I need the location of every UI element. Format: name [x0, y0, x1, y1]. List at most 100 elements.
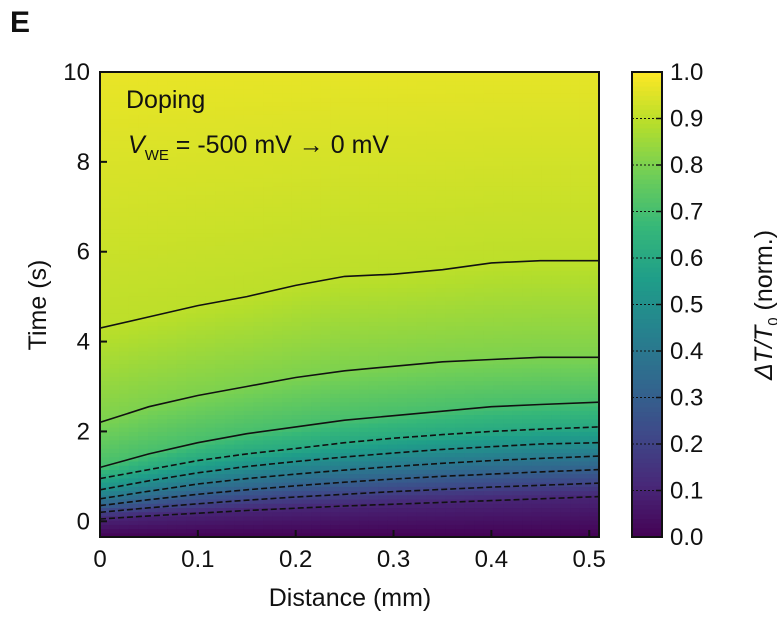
heatmap-cell	[119, 152, 130, 158]
heatmap-cell	[215, 376, 226, 382]
heatmap-cell	[359, 342, 370, 348]
heatmap-cell	[349, 80, 360, 86]
heatmap-cell	[397, 414, 408, 420]
heatmap-cell	[320, 498, 331, 504]
heatmap-cell	[397, 465, 408, 470]
heatmap-cell	[474, 486, 485, 492]
heatmap-cell	[349, 245, 360, 251]
heatmap-cell	[272, 266, 283, 272]
heatmap-cell	[320, 448, 331, 454]
heatmap-cell	[387, 219, 399, 225]
heatmap-cell	[522, 76, 533, 82]
heatmap-cell	[445, 270, 456, 276]
heatmap-cell	[138, 444, 149, 449]
heatmap-cell	[119, 355, 130, 361]
heatmap-cell	[234, 279, 245, 284]
heatmap-cell	[512, 507, 523, 513]
heatmap-cell	[215, 135, 226, 141]
heatmap-cell	[253, 228, 264, 234]
heatmap-cell	[426, 367, 437, 373]
heatmap-cell	[167, 300, 178, 306]
heatmap-cell	[368, 143, 379, 149]
heatmap-cell	[282, 110, 293, 115]
heatmap-cell	[128, 126, 139, 132]
heatmap-cell	[205, 97, 216, 103]
heatmap-cell	[349, 88, 360, 94]
heatmap-cell	[435, 367, 447, 373]
heatmap-cell	[186, 329, 197, 335]
heatmap-cell	[407, 186, 418, 191]
heatmap-cell	[483, 198, 495, 204]
heatmap-cell	[186, 88, 197, 94]
heatmap-cell	[138, 76, 149, 82]
heatmap-cell	[455, 118, 466, 124]
heatmap-cell	[455, 359, 466, 365]
heatmap-cell	[359, 190, 370, 196]
heatmap-cell	[378, 266, 389, 272]
heatmap-cell	[483, 359, 495, 365]
heatmap-cell	[253, 279, 264, 284]
heatmap-cell	[167, 418, 178, 424]
heatmap-cell	[311, 198, 322, 204]
heatmap-cell	[349, 122, 360, 128]
heatmap-cell	[301, 473, 312, 479]
heatmap-cell	[339, 169, 351, 175]
heatmap-cell	[483, 122, 495, 128]
heatmap-cell	[493, 380, 504, 386]
heatmap-cell	[320, 207, 331, 213]
heatmap-cell	[128, 351, 139, 356]
heatmap-cell	[138, 219, 149, 225]
heatmap-cell	[205, 317, 216, 323]
heatmap-cell	[253, 118, 264, 124]
heatmap-cell	[157, 439, 168, 445]
heatmap-cell	[387, 511, 399, 517]
heatmap-cell	[378, 93, 389, 98]
heatmap-cell	[147, 304, 159, 310]
heatmap-cell	[253, 219, 264, 225]
heatmap-cell	[464, 118, 475, 124]
heatmap-cell	[109, 228, 120, 234]
heatmap-cell	[138, 148, 149, 153]
heatmap-cell	[176, 190, 187, 196]
heatmap-cell	[387, 249, 399, 255]
heatmap-cell	[435, 173, 447, 179]
heatmap-cell	[397, 304, 408, 310]
heatmap-cell	[243, 76, 255, 82]
heatmap-cell	[263, 494, 274, 500]
heatmap-cell	[272, 532, 283, 537]
heatmap-cell	[243, 380, 255, 386]
heatmap-cell	[512, 165, 523, 170]
heatmap-cell	[215, 139, 226, 145]
heatmap-cell	[224, 384, 235, 390]
heatmap-cell	[119, 507, 130, 513]
heatmap-cell	[512, 224, 523, 230]
heatmap-cell	[387, 405, 399, 411]
heatmap-cell	[291, 169, 303, 175]
heatmap-cell	[282, 270, 293, 276]
heatmap-cell	[435, 110, 447, 115]
heatmap-cell	[330, 194, 341, 200]
heatmap-cell	[291, 143, 303, 149]
heatmap-cell	[100, 190, 111, 196]
heatmap-cell	[109, 355, 120, 361]
heatmap-cell	[282, 490, 293, 496]
heatmap-cell	[157, 198, 168, 204]
heatmap-cell	[186, 435, 197, 441]
heatmap-cell	[301, 414, 312, 420]
heatmap-cell	[234, 270, 245, 276]
heatmap-cell	[138, 367, 149, 373]
heatmap-cell	[416, 346, 427, 352]
heatmap-cell	[407, 456, 418, 462]
heatmap-cell	[215, 351, 226, 356]
heatmap-cell	[416, 520, 427, 525]
heatmap-cell	[234, 532, 245, 537]
heatmap-cell	[378, 131, 389, 137]
heatmap-cell	[320, 186, 331, 191]
heatmap-cell	[119, 520, 130, 525]
heatmap-cell	[224, 511, 235, 517]
heatmap-cell	[243, 186, 255, 191]
heatmap-cell	[349, 422, 360, 428]
heatmap-cell	[464, 224, 475, 230]
heatmap-cell	[176, 165, 187, 170]
heatmap-cell	[224, 334, 235, 339]
